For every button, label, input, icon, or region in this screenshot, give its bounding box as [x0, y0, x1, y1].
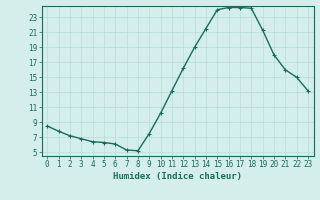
X-axis label: Humidex (Indice chaleur): Humidex (Indice chaleur)	[113, 172, 242, 181]
